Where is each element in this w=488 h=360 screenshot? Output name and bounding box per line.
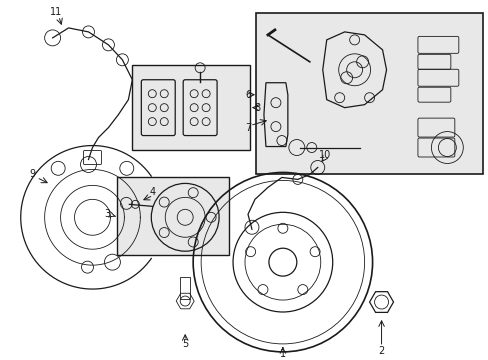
Text: 6: 6 — [244, 90, 250, 100]
Text: 5: 5 — [182, 339, 188, 349]
Bar — [255, 13, 482, 175]
Text: 2: 2 — [378, 346, 384, 356]
Text: 9: 9 — [30, 170, 36, 179]
Text: 8: 8 — [253, 103, 260, 113]
Bar — [117, 177, 228, 255]
Bar — [132, 65, 249, 149]
Text: 3: 3 — [104, 209, 110, 219]
Text: 10: 10 — [318, 149, 330, 159]
Text: 11: 11 — [49, 7, 61, 17]
Text: 4: 4 — [149, 188, 155, 197]
Text: 7: 7 — [244, 123, 251, 132]
Bar — [180, 277, 190, 299]
Text: 1: 1 — [279, 349, 285, 359]
